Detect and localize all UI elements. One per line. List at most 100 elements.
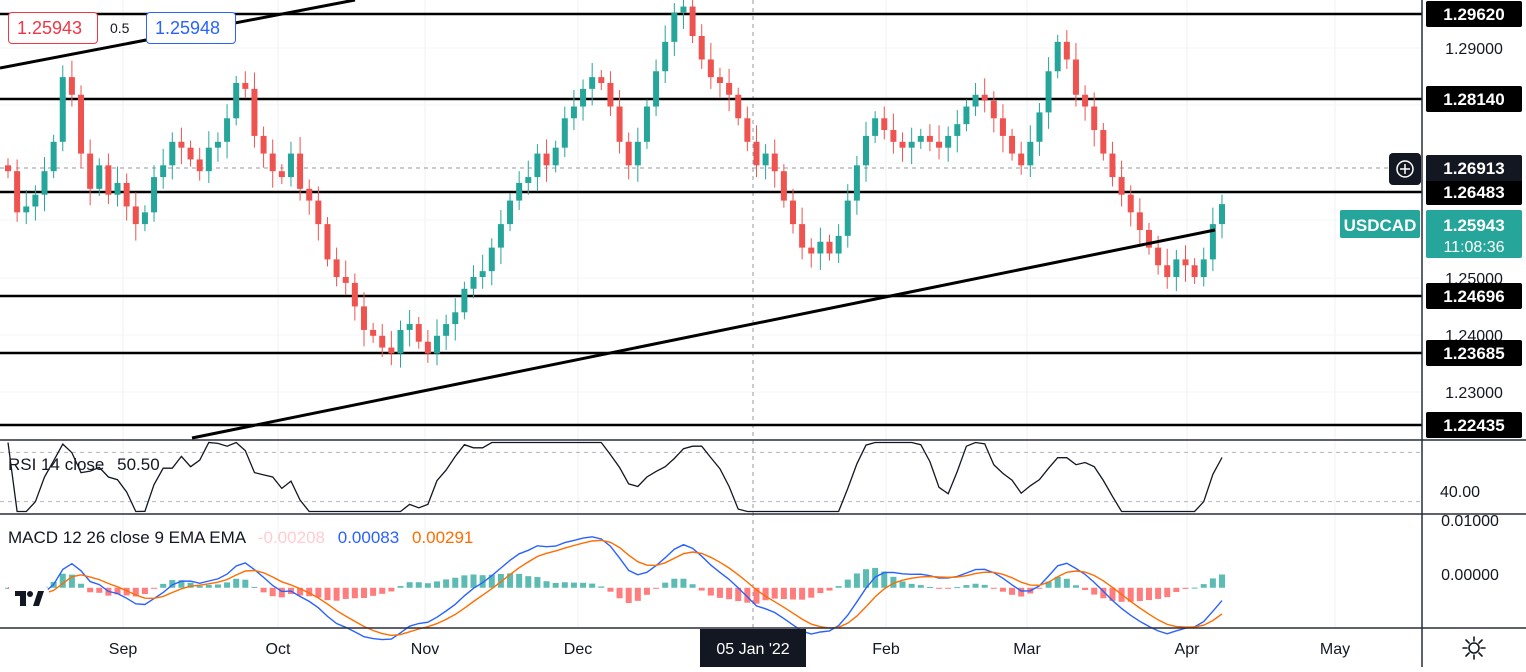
- candle-down: [1155, 247, 1162, 266]
- macd-histogram-bar: [488, 574, 495, 588]
- macd-histogram-bar: [1145, 587, 1152, 601]
- bid-quote[interactable]: 1.25943: [8, 12, 98, 44]
- candle-down: [1127, 194, 1134, 213]
- candle-down: [607, 83, 614, 107]
- candle-down: [926, 135, 933, 142]
- current-price-label: 1.25943: [1443, 216, 1504, 235]
- candle-down: [799, 224, 806, 248]
- candle-down: [990, 100, 997, 119]
- macd-histogram-bar: [1072, 585, 1079, 588]
- macd-histogram-bar: [169, 580, 176, 588]
- macd-histogram-bar: [233, 578, 240, 588]
- macd-histogram-bar: [68, 574, 75, 588]
- macd-histogram-bar: [616, 587, 623, 599]
- candle-down: [716, 77, 723, 84]
- macd-histogram-bar: [926, 586, 933, 588]
- candle-down: [370, 329, 377, 336]
- candle-up: [844, 200, 851, 236]
- macd-histogram-bar: [999, 587, 1006, 592]
- candle-up: [1027, 141, 1034, 166]
- macd-histogram-bar: [643, 587, 650, 595]
- macd-histogram-bar: [1200, 584, 1207, 588]
- settings-gear-icon[interactable]: [1461, 635, 1487, 661]
- candle-down: [1100, 130, 1107, 154]
- candle-down: [1191, 265, 1198, 278]
- macd-histogram-bar: [59, 573, 66, 588]
- macd-histogram-bar: [1219, 574, 1225, 588]
- macd-histogram-bar: [598, 586, 605, 588]
- macd-histogram-bar: [762, 587, 769, 601]
- macd-histogram-bar: [826, 587, 833, 591]
- candle-up: [525, 177, 532, 183]
- macd-histogram-bar: [187, 582, 194, 588]
- candle-up: [214, 141, 221, 148]
- macd-histogram-bar: [1136, 587, 1143, 602]
- macd-histogram-bar: [324, 587, 331, 601]
- macd-histogram-bar: [945, 587, 952, 589]
- candle-down: [1136, 212, 1143, 230]
- candle-down: [178, 141, 185, 148]
- rsi-legend[interactable]: RSI 14 close 50.50: [8, 455, 160, 475]
- candle-up: [853, 165, 860, 201]
- candle-up: [972, 94, 979, 107]
- candle-up: [589, 77, 596, 89]
- candle-down: [744, 118, 751, 142]
- macd-histogram-bar: [990, 587, 997, 589]
- macd-histogram-bar: [1091, 587, 1098, 595]
- macd-histogram-bar: [570, 582, 577, 588]
- macd-histogram-bar: [917, 585, 924, 588]
- candle-down: [726, 83, 733, 95]
- macd-histogram-bar: [662, 582, 669, 588]
- candle-down: [105, 165, 112, 195]
- macd-histogram-bar: [863, 569, 870, 588]
- candle-down: [780, 171, 787, 201]
- level-price-tag: [1426, 86, 1522, 112]
- macd-histogram-bar: [196, 585, 203, 588]
- macd-histogram-bar: [808, 587, 815, 598]
- macd-histogram-bar: [379, 587, 386, 594]
- macd-histogram-bar: [753, 587, 760, 604]
- crosshair-time-tag: [700, 629, 806, 667]
- level-price-tag: [1426, 1, 1522, 27]
- candle-down: [753, 141, 760, 166]
- candle-down: [324, 224, 331, 260]
- candle-down: [351, 282, 358, 307]
- macd-histogram-bar: [735, 587, 742, 602]
- candle-up: [762, 153, 769, 166]
- macd-histogram-bar: [899, 581, 906, 588]
- candle-down: [123, 182, 130, 207]
- rsi-line: [7, 441, 1223, 513]
- candle-up: [497, 224, 504, 248]
- macd-histogram-bar: [224, 582, 231, 588]
- candle-down: [333, 259, 340, 278]
- macd-histogram-bar: [561, 582, 568, 588]
- candle-down: [981, 94, 988, 101]
- macd-histogram-bar: [908, 583, 915, 588]
- macd-histogram-bar: [543, 581, 550, 588]
- candle-down: [543, 153, 550, 166]
- candle-up: [662, 41, 669, 72]
- macd-histogram-bar: [671, 578, 678, 588]
- macd-signal-line: [7, 539, 1223, 637]
- ask-quote[interactable]: 1.25948: [146, 12, 236, 44]
- add-price-icon[interactable]: [1389, 153, 1421, 185]
- macd-histogram-bar: [1100, 587, 1107, 599]
- macd-histogram-bar: [589, 583, 596, 588]
- level-price-label: 1.28140: [1443, 90, 1504, 109]
- macd-histogram-bar: [1209, 578, 1216, 588]
- macd-line-value: 0.00083: [337, 528, 400, 547]
- level-price-tag: [1426, 412, 1522, 438]
- candle-up: [954, 124, 961, 136]
- time-tick-label: Mar: [1013, 641, 1041, 658]
- macd-histogram-bar: [141, 587, 148, 595]
- macd-histogram-bar: [890, 576, 897, 588]
- candle-up: [452, 312, 459, 325]
- macd-histogram-bar: [963, 585, 970, 588]
- macd-signal-value: 0.00291: [411, 528, 474, 547]
- candle-up: [443, 324, 450, 336]
- candle-up: [461, 288, 468, 313]
- macd-legend[interactable]: MACD 12 26 close 9 EMA EMA -0.00208 0.00…: [8, 528, 473, 548]
